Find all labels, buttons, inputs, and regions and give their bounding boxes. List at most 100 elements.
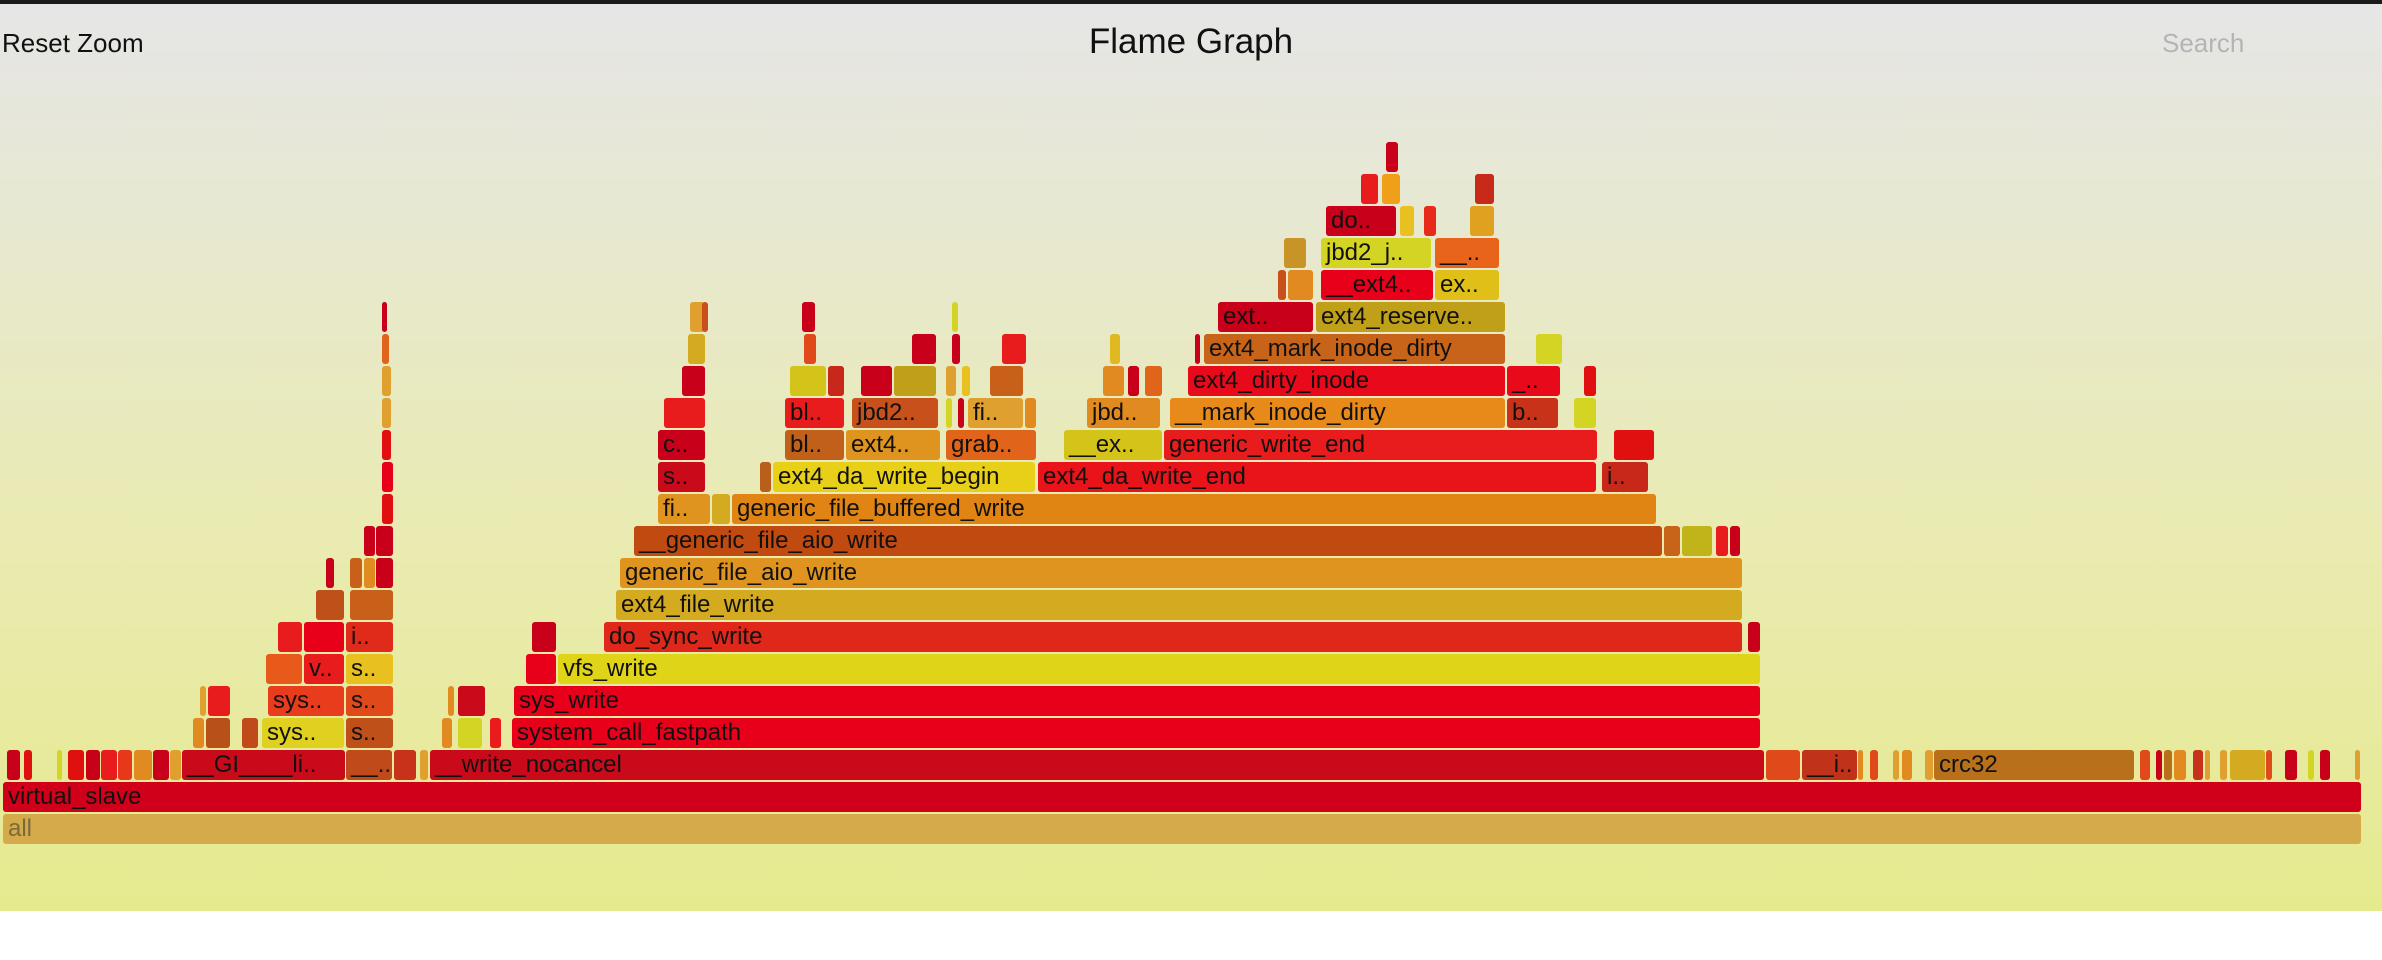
- flame-frame[interactable]: do_sync_write: [604, 622, 1742, 652]
- flame-frame[interactable]: [206, 718, 230, 748]
- flame-frame[interactable]: s..: [658, 462, 705, 492]
- flame-frame[interactable]: sys..: [268, 686, 344, 716]
- flame-frame[interactable]: [1278, 270, 1286, 300]
- flame-frame[interactable]: [326, 558, 334, 588]
- flame-frame[interactable]: system_call_fastpath: [512, 718, 1760, 748]
- flame-frame[interactable]: [2308, 750, 2314, 780]
- flame-frame[interactable]: [1128, 366, 1139, 396]
- flame-frame[interactable]: [1103, 366, 1124, 396]
- flame-frame[interactable]: v..: [304, 654, 344, 684]
- flame-frame[interactable]: [1893, 750, 1899, 780]
- flame-frame[interactable]: [760, 462, 771, 492]
- flame-frame[interactable]: grab..: [946, 430, 1036, 460]
- flame-frame[interactable]: __..: [346, 750, 392, 780]
- flame-frame[interactable]: fi..: [658, 494, 710, 524]
- flame-frame[interactable]: [2174, 750, 2186, 780]
- flame-frame[interactable]: [2320, 750, 2330, 780]
- flame-frame[interactable]: ext4_da_write_end: [1038, 462, 1596, 492]
- flame-frame[interactable]: [526, 654, 556, 684]
- flame-frame[interactable]: [86, 750, 100, 780]
- flame-frame[interactable]: [2164, 750, 2172, 780]
- flame-frame[interactable]: [1614, 430, 1654, 460]
- flame-frame[interactable]: [316, 590, 344, 620]
- flame-frame[interactable]: __write_nocancel: [430, 750, 1764, 780]
- flame-frame[interactable]: [1424, 206, 1436, 236]
- flame-frame[interactable]: [1475, 174, 1494, 204]
- flame-frame[interactable]: ext4_file_write: [616, 590, 1742, 620]
- flame-frame[interactable]: [894, 366, 936, 396]
- flame-frame[interactable]: [1195, 334, 1200, 364]
- flame-frame[interactable]: ext4_reserve..: [1316, 302, 1505, 332]
- flame-frame[interactable]: [1730, 526, 1740, 556]
- flame-frame[interactable]: [790, 366, 826, 396]
- flame-frame[interactable]: [952, 302, 958, 332]
- flame-frame[interactable]: [2193, 750, 2203, 780]
- flame-frame[interactable]: generic_write_end: [1164, 430, 1597, 460]
- flame-frame[interactable]: [2140, 750, 2150, 780]
- flame-frame[interactable]: generic_file_aio_write: [620, 558, 1742, 588]
- flame-frame[interactable]: [24, 750, 32, 780]
- flame-frame[interactable]: [990, 366, 1023, 396]
- flame-frame[interactable]: [1716, 526, 1728, 556]
- flame-frame[interactable]: s..: [346, 654, 393, 684]
- flame-frame[interactable]: [382, 494, 393, 524]
- flame-frame[interactable]: [394, 750, 416, 780]
- flame-frame[interactable]: [7, 750, 20, 780]
- flame-frame[interactable]: [1925, 750, 1933, 780]
- flame-frame[interactable]: [266, 654, 302, 684]
- flame-frame[interactable]: ext..: [1218, 302, 1313, 332]
- flame-frame[interactable]: [1536, 334, 1562, 364]
- flame-frame[interactable]: [946, 398, 952, 428]
- flame-frame[interactable]: [376, 558, 393, 588]
- flame-frame[interactable]: [1682, 526, 1712, 556]
- flame-frame[interactable]: [664, 398, 705, 428]
- flame-frame[interactable]: jbd..: [1087, 398, 1160, 428]
- flame-frame[interactable]: [1145, 366, 1162, 396]
- flame-frame[interactable]: jbd2..: [852, 398, 938, 428]
- flame-frame[interactable]: _..: [1507, 366, 1560, 396]
- flame-frame[interactable]: [382, 462, 393, 492]
- flame-frame[interactable]: sys_write: [514, 686, 1760, 716]
- flame-frame[interactable]: crc32: [1934, 750, 2134, 780]
- flame-frame[interactable]: i..: [346, 622, 393, 652]
- flame-frame[interactable]: ex..: [1435, 270, 1499, 300]
- flame-frame[interactable]: bl..: [785, 430, 844, 460]
- flame-frame[interactable]: bl..: [785, 398, 844, 428]
- flame-frame[interactable]: [382, 430, 391, 460]
- flame-frame[interactable]: [364, 558, 375, 588]
- flame-frame[interactable]: [458, 686, 485, 716]
- flame-frame[interactable]: [242, 718, 258, 748]
- flame-frame[interactable]: __GI____li..: [182, 750, 345, 780]
- flame-frame[interactable]: [442, 718, 452, 748]
- flame-frame[interactable]: [458, 718, 482, 748]
- flame-frame[interactable]: b..: [1507, 398, 1558, 428]
- flame-frame[interactable]: [688, 334, 705, 364]
- flame-frame[interactable]: [912, 334, 936, 364]
- flame-frame[interactable]: [57, 750, 62, 780]
- flame-frame[interactable]: __ext4..: [1321, 270, 1433, 300]
- flame-frame[interactable]: [118, 750, 132, 780]
- search-button[interactable]: Search: [2162, 28, 2245, 58]
- flame-frame[interactable]: s..: [346, 718, 393, 748]
- flame-frame[interactable]: __i..: [1802, 750, 1857, 780]
- flame-frame[interactable]: [712, 494, 730, 524]
- flame-frame[interactable]: [278, 622, 302, 652]
- flame-frame[interactable]: c..: [658, 430, 705, 460]
- flame-frame[interactable]: jbd2_j..: [1321, 238, 1431, 268]
- flame-frame[interactable]: [2285, 750, 2297, 780]
- flame-frame[interactable]: [2230, 750, 2265, 780]
- flame-frame[interactable]: [193, 718, 204, 748]
- flame-frame[interactable]: [364, 526, 375, 556]
- flame-frame[interactable]: [2205, 750, 2210, 780]
- flame-frame[interactable]: [101, 750, 117, 780]
- flame-frame[interactable]: [170, 750, 181, 780]
- flame-frame[interactable]: [802, 302, 815, 332]
- flame-frame[interactable]: do..: [1326, 206, 1396, 236]
- flame-frame[interactable]: [200, 686, 206, 716]
- flame-frame[interactable]: [1386, 142, 1398, 172]
- flame-frame[interactable]: [1766, 750, 1800, 780]
- flame-frame[interactable]: [382, 302, 387, 332]
- flame-frame[interactable]: [690, 302, 705, 332]
- flame-frame[interactable]: [1574, 398, 1596, 428]
- flame-frame[interactable]: [1284, 238, 1306, 268]
